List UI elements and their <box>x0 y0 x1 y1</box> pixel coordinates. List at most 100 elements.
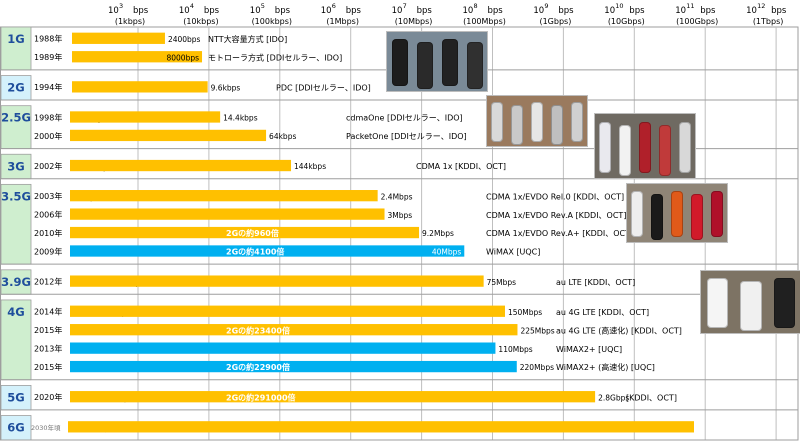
speed-bar <box>70 275 484 287</box>
axis-tick-unit: (1Mbps) <box>326 17 359 26</box>
generation-label: 5G <box>7 390 24 404</box>
generation-label: 6G <box>7 421 24 435</box>
bar-value-label: 2.4Mbps <box>381 192 413 201</box>
row-year: 2020年 <box>34 392 62 402</box>
device-picture <box>530 102 544 142</box>
generation-label: 2G <box>7 81 24 95</box>
axis-tick-unit: (100Gbps) <box>676 17 718 26</box>
axis-tick-exponent: 6 <box>332 2 336 10</box>
bar-system-label: cdmaOne [DDIセルラー、IDO] <box>346 114 463 123</box>
axis-tick-base: 10 <box>179 6 190 16</box>
speed-bar <box>72 32 165 44</box>
row-year: 2003年 <box>34 191 62 201</box>
device-picture <box>650 193 664 241</box>
axis-tick-bps: bps <box>417 6 433 16</box>
device-picture <box>490 102 504 142</box>
axis-tick-unit: (10kbps) <box>183 17 218 26</box>
device-picture <box>598 121 612 173</box>
bar-value-label: 9.2Mbps <box>422 229 454 238</box>
device-picture <box>690 193 704 241</box>
speed-bar <box>72 51 203 63</box>
device-picture <box>550 105 564 145</box>
axis-tick-base: 10 <box>463 6 474 16</box>
device-picture <box>740 281 762 332</box>
generation-cell <box>0 385 32 411</box>
bar-system-label: PDC [DDIセルラー、IDO] <box>276 84 371 93</box>
speed-bar <box>72 81 208 93</box>
bar-system-label: au 4G LTE [KDDI、OCT] <box>556 308 649 317</box>
axis-tick-base: 10 <box>321 6 332 16</box>
speed-bar <box>70 208 385 220</box>
axis-tick-unit: (100Mbps) <box>463 17 506 26</box>
speed-bar <box>70 111 221 123</box>
row-year: 2010年 <box>34 228 62 238</box>
row-year: 2009年 <box>34 246 62 256</box>
device-picture <box>670 190 684 238</box>
bar-highlight: 2Gの約960倍 <box>226 228 279 238</box>
axis-tick-unit: (100kbps) <box>252 17 292 26</box>
axis-tick-base: 10 <box>746 6 757 16</box>
bar-system-label: au 4G LTE (高速化) [KDDI、OCT] <box>556 325 682 335</box>
row-year: 2006年 <box>34 209 62 219</box>
axis-tick-bps: bps <box>771 6 787 16</box>
3-5g-phones-photo <box>626 183 728 243</box>
device-picture <box>618 124 632 176</box>
row-year: 2014年 <box>34 307 62 317</box>
generation-label: 1G <box>7 32 24 46</box>
speed-bar <box>70 305 505 317</box>
generation-cell <box>0 153 32 180</box>
speed-bar <box>70 245 465 257</box>
row-year: 2015年 <box>34 362 62 372</box>
generation-cell <box>0 415 32 441</box>
bar-highlight: 2Gの約291000倍 <box>226 392 296 402</box>
axis-tick-unit: (1kbps) <box>115 17 145 26</box>
speed-bar <box>70 129 267 142</box>
bar-system-label: WiMAX2+ (高速化) [UQC] <box>556 362 655 372</box>
device-picture <box>416 42 433 90</box>
device-picture <box>658 124 672 176</box>
generation-cell <box>0 183 32 265</box>
axis-tick-bps: bps <box>133 6 149 16</box>
generation-cell <box>0 75 32 101</box>
axis-tick-bps: bps <box>558 6 574 16</box>
bar-system-label: au LTE [KDDI、OCT] <box>556 278 635 287</box>
2g-phones-photo <box>486 95 588 147</box>
1g-phones-photo <box>386 31 488 92</box>
axis-tick-exponent: 4 <box>190 2 194 10</box>
bar-value-label: 2400bps <box>168 35 201 44</box>
axis-tick-exponent: 9 <box>544 2 548 10</box>
device-picture <box>707 278 729 329</box>
row-year: 1988年 <box>34 34 62 44</box>
axis-tick-exponent: 8 <box>474 2 478 10</box>
axis-tick-bps: bps <box>700 6 716 16</box>
row-year: 2002年 <box>34 161 62 171</box>
bar-system-label: [KDDI、OCT] <box>626 393 677 402</box>
axis-tick-exponent: 3 <box>119 2 123 10</box>
axis-tick-unit: (1Tbps) <box>753 17 784 26</box>
speed-bar <box>70 190 378 202</box>
row-year: 2012年 <box>34 276 62 286</box>
device-picture <box>391 39 408 87</box>
bar-value-label: 40Mbps <box>432 248 462 257</box>
device-picture <box>638 121 652 173</box>
axis-tick-base: 10 <box>533 6 544 16</box>
axis-tick-bps: bps <box>275 6 291 16</box>
axis-tick-exponent: 5 <box>261 2 265 10</box>
bar-system-label: CDMA 1x/EVDO Rel.0 [KDDI、OCT] <box>486 192 624 201</box>
axis-tick-base: 10 <box>675 6 686 16</box>
generation-label: 3.9G <box>1 275 31 289</box>
device-picture <box>441 39 458 87</box>
speed-bar <box>70 159 292 172</box>
3g-phones-photo <box>594 113 696 179</box>
bar-value-label: 150Mbps <box>508 308 542 317</box>
generation-label: 3G <box>7 159 24 173</box>
bar-value-label: 2.8Gbps <box>598 393 629 402</box>
generation-cell <box>0 269 32 295</box>
bar-highlight: 2Gの約23400倍 <box>226 325 290 335</box>
device-picture <box>466 42 483 90</box>
speed-bar <box>70 391 596 403</box>
speed-bar <box>70 360 517 373</box>
speed-bar <box>70 342 496 354</box>
bar-value-label: 144kbps <box>294 162 326 171</box>
